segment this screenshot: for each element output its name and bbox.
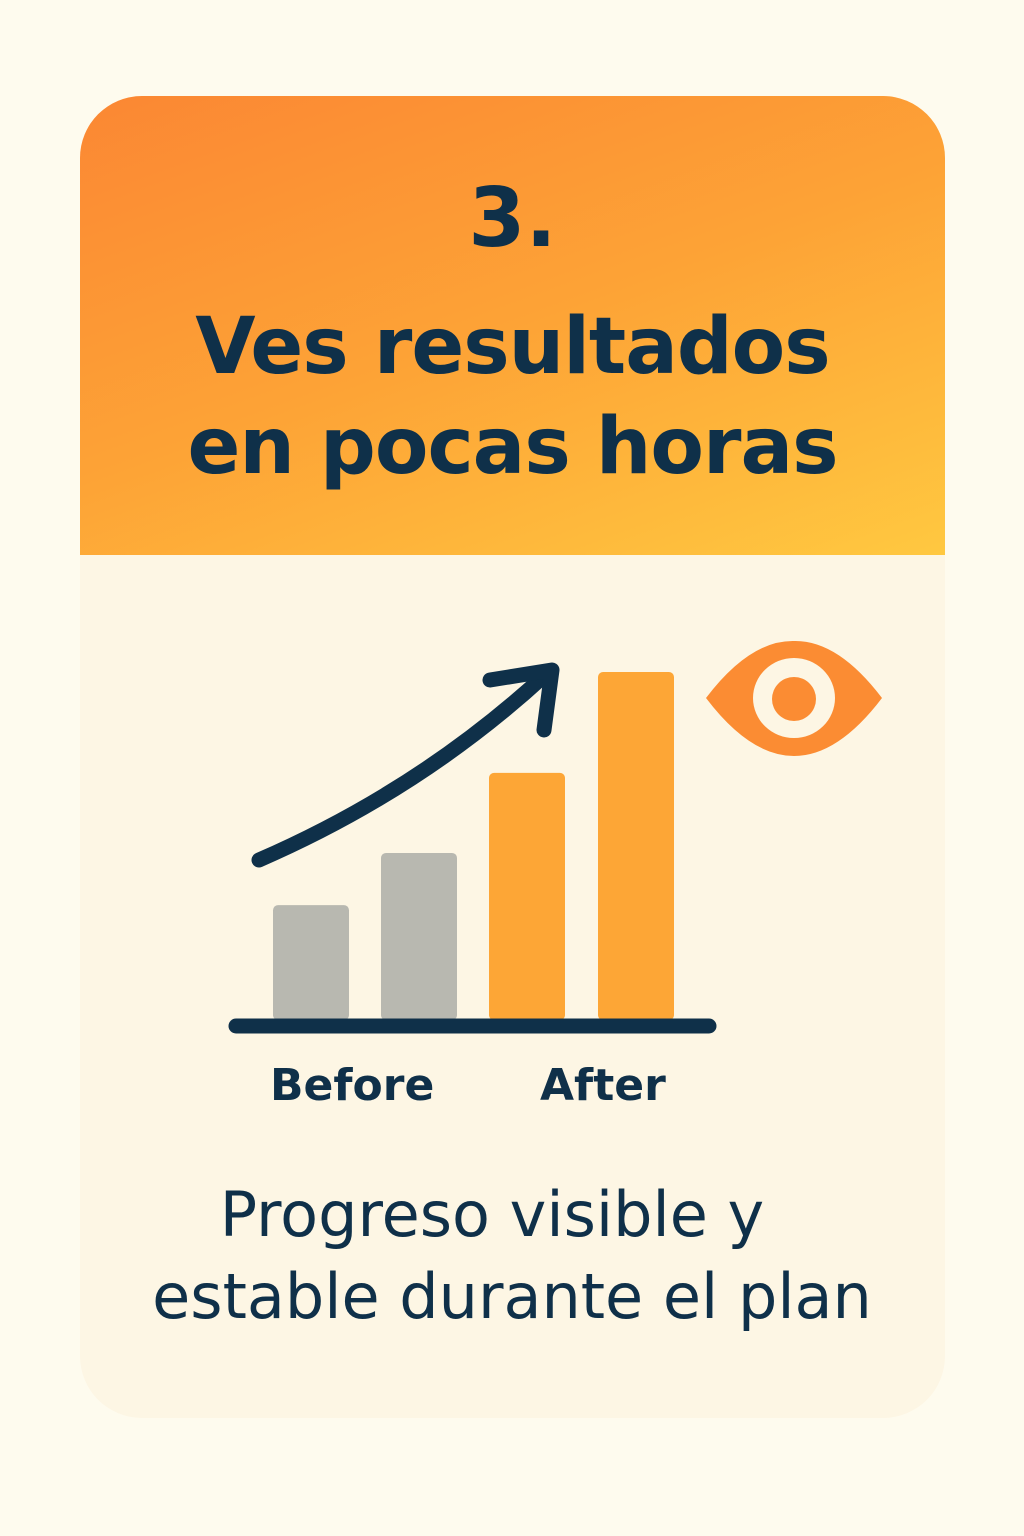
arrow-head	[482, 662, 560, 738]
label-before: Before	[270, 1060, 435, 1111]
bar-4	[598, 672, 674, 1020]
card-header: 3. Ves resultados en pocas horas	[80, 96, 945, 555]
bar-2	[381, 852, 457, 1020]
footer-line-1: Progreso visible y	[219, 1178, 765, 1251]
eye-icon	[706, 640, 882, 756]
footer-line-2: estable durante el plan	[152, 1260, 872, 1333]
label-after: After	[540, 1060, 666, 1111]
bar-3	[489, 772, 565, 1020]
trend-up-arrow-icon	[251, 667, 553, 868]
title-line-2: en pocas horas	[187, 402, 838, 492]
step-number: 3.	[468, 171, 557, 266]
title-line-1: Ves resultados	[195, 302, 830, 392]
step-card: 3. Ves resultados en pocas horas	[80, 96, 945, 1418]
bar-1	[273, 905, 349, 1020]
